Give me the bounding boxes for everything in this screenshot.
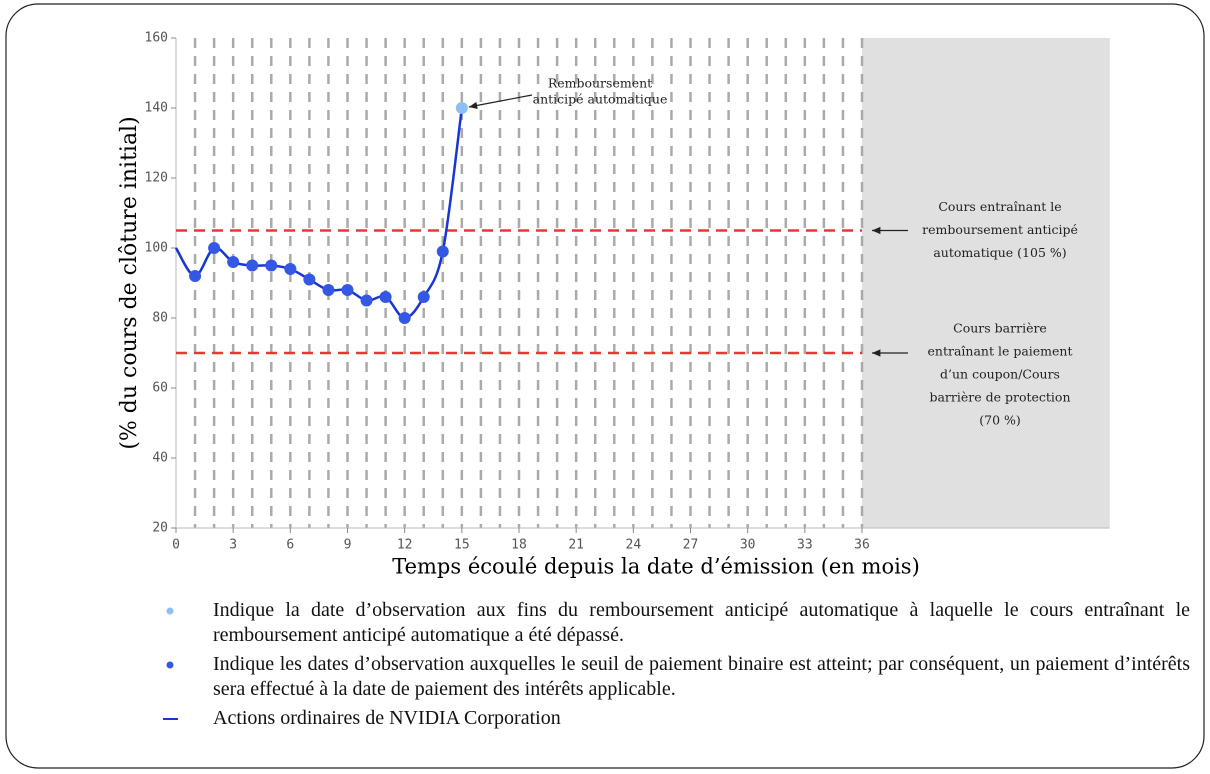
x-tick-label: 30 [740, 538, 756, 553]
y-tick-label: 120 [145, 171, 168, 186]
annotation-text: Remboursement [548, 76, 652, 91]
annotation-text: anticipé automatique [533, 92, 668, 107]
y-tick-label: 40 [152, 451, 168, 466]
legend-text: Actions ordinaires de NVIDIA Corporation [213, 707, 561, 729]
y-tick-label: 60 [152, 381, 168, 396]
legend-dot [166, 661, 174, 669]
observation-point [322, 284, 335, 296]
x-tick-label: 6 [286, 538, 294, 553]
y-tick-label: 80 [152, 311, 168, 326]
threshold-label: (70 %) [979, 413, 1021, 428]
observation-point [265, 259, 278, 272]
x-tick-label: 9 [344, 538, 352, 553]
shaded-region [862, 38, 1110, 528]
x-axis-label: Temps écoulé depuis la date d’émission (… [392, 555, 920, 579]
legend-dot [166, 607, 174, 615]
threshold-label: automatique (105 %) [933, 245, 1066, 260]
legend-text: Indique les dates d’observation auxquell… [213, 653, 1190, 700]
y-tick-label: 140 [145, 101, 168, 116]
observation-point [284, 263, 297, 275]
series-line [174, 107, 464, 320]
x-tick-label: 15 [454, 538, 470, 553]
threshold-label: entraînant le paiement [928, 344, 1073, 359]
observation-point [417, 291, 430, 303]
legend-item: Indique la date d’observation aux fins d… [160, 598, 1190, 648]
legend-symbol [166, 607, 174, 615]
legend-symbol [166, 661, 174, 669]
y-tick-label: 100 [145, 241, 168, 256]
x-tick-label: 21 [568, 538, 584, 553]
legend-symbol [163, 718, 178, 720]
threshold-label: Cours barrière [953, 321, 1047, 336]
x-tick-label: 33 [797, 538, 813, 553]
observation-point [379, 291, 392, 303]
legend: Indique la date d’observation aux fins d… [160, 598, 1190, 735]
observation-point [303, 273, 316, 286]
y-axis-label: (% du cours de clôture initial) [117, 116, 142, 449]
legend-item: Actions ordinaires de NVIDIA Corporation [160, 706, 1190, 731]
x-tick-label: 12 [397, 538, 413, 553]
threshold-label: remboursement anticipé [922, 222, 1078, 237]
observation-point [341, 284, 354, 296]
x-tick-label: 18 [511, 538, 527, 553]
legend-text: Indique la date d’observation aux fins d… [213, 599, 1190, 646]
y-tick-label: 20 [152, 521, 168, 536]
y-tick-label: 160 [145, 31, 168, 46]
x-tick-label: 36 [854, 538, 870, 553]
legend-item: Indique les dates d’observation auxquell… [160, 652, 1190, 702]
observation-point [455, 102, 468, 114]
x-tick-label: 0 [172, 538, 180, 553]
observation-point [360, 294, 373, 307]
observation-point [208, 242, 221, 254]
x-tick-label: 24 [626, 538, 642, 553]
threshold-label: Cours entraînant le [938, 199, 1061, 214]
x-tick-label: 3 [229, 538, 237, 553]
x-tick-label: 27 [683, 538, 699, 553]
observation-point [246, 259, 259, 272]
observation-point [436, 245, 449, 258]
frame [5, 3, 1205, 769]
observation-point [189, 270, 202, 282]
threshold-label: d’un coupon/Cours [940, 367, 1060, 382]
observation-point [227, 256, 240, 268]
threshold-label: barrière de protection [929, 390, 1070, 405]
annotation-arrow [468, 94, 533, 109]
observation-point [398, 312, 411, 324]
